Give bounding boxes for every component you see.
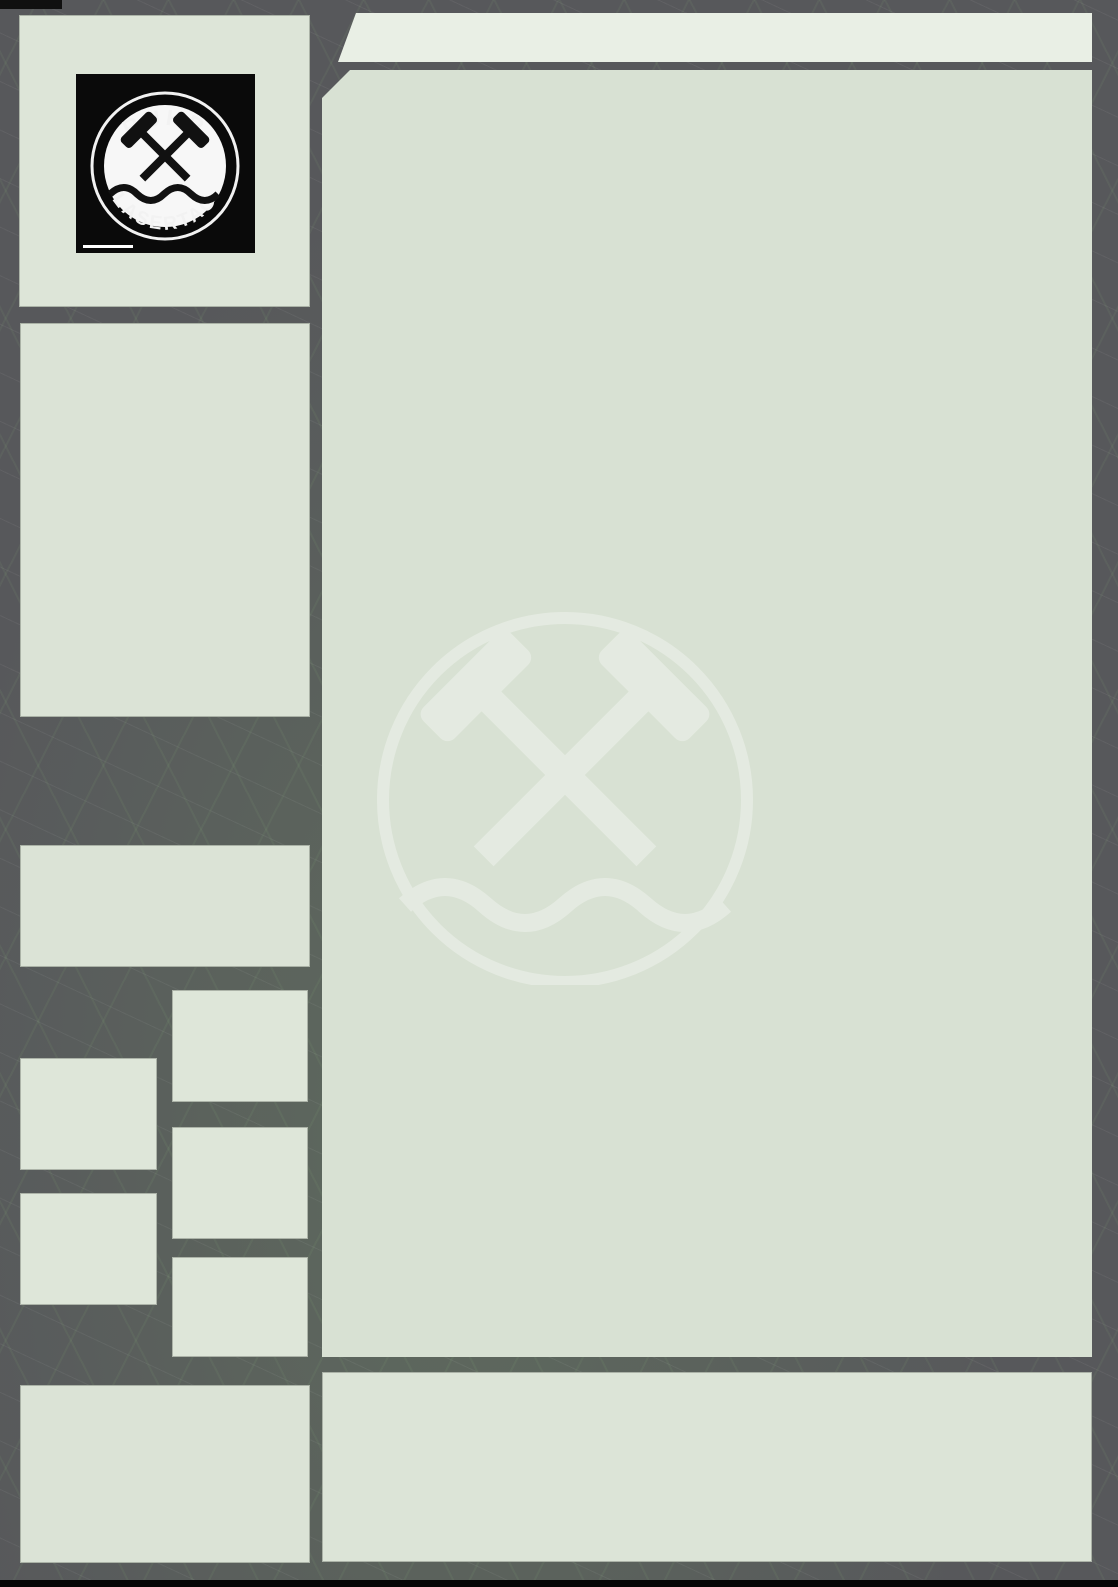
bodypart-box-ruecken [20,1193,157,1305]
player-panel: RUHR LASERTAG [19,15,310,307]
game-number-row [33,334,297,363]
game-mode [33,363,297,394]
crossed-hammers-icon [120,111,210,182]
your-stats-title [33,447,297,476]
header-bar [338,13,1092,62]
club-logo: RUHR LASERTAG [76,74,255,258]
hammers-watermark-icon [375,545,755,990]
bottom-strip [0,1580,1118,1587]
game-datetime [33,394,297,425]
bodypart-box-front [20,1058,157,1170]
score-chart-panel [322,1372,1092,1562]
bodypart-box-rechte-schulter [172,990,308,1102]
address-panel [20,1385,310,1563]
game-info-panel [20,323,310,717]
score-tables-panel [322,70,1092,1357]
arena-stats-title [33,852,297,881]
bodypart-box-linke-schulter [172,1127,308,1239]
arena-stats-panel [20,845,310,967]
wave-icon [107,184,221,204]
bodypart-box-phasor [172,1257,308,1357]
ruhr-lasertag-logo-icon: RUHR LASERTAG [76,74,255,253]
top-corner-strip [0,0,62,9]
